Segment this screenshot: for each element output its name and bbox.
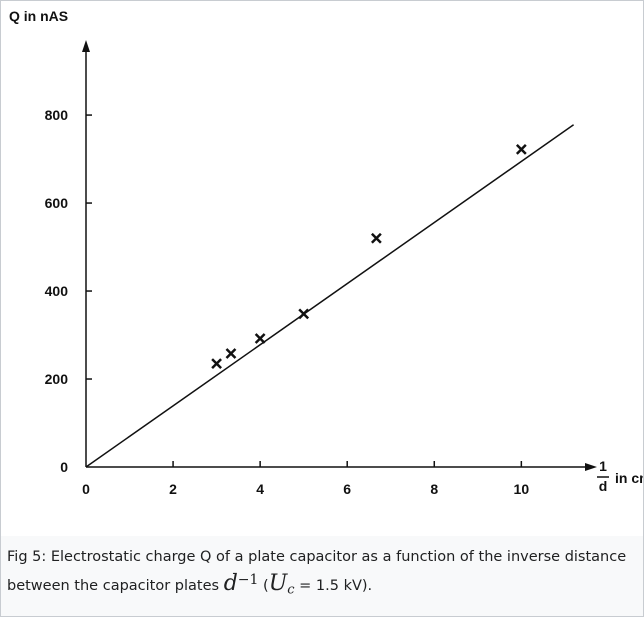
data-point [254, 333, 266, 344]
data-point [298, 308, 310, 320]
x-label-unit: in cm⁻¹ [615, 470, 643, 486]
caption: Fig 5: Electrostatic charge Q of a plate… [0, 536, 644, 617]
y-tick-label: 0 [60, 459, 68, 475]
data-point [211, 358, 222, 370]
x-tick-label: 10 [514, 481, 530, 497]
x-label-denominator: d [599, 478, 608, 494]
y-tick-label: 800 [45, 107, 69, 123]
x-axis-arrow [585, 463, 597, 471]
figure: Q in nAS 1 d in cm⁻¹ 0 2 4 6 8 10 0 200 400 600 80… [0, 0, 644, 536]
chart: Q in nAS 1 d in cm⁻¹ 0 2 4 6 8 10 0 200 400 600 80… [9, 8, 644, 497]
x-label-numerator: 1 [599, 458, 607, 474]
x-tick-label: 0 [82, 481, 90, 497]
x-tick-label: 8 [430, 481, 438, 497]
x-tick-label: 6 [343, 481, 351, 497]
caption-text: ( [258, 577, 269, 594]
data-point [515, 143, 527, 155]
y-axis-arrow [82, 40, 90, 52]
caption-math: c [287, 582, 295, 598]
y-tick-label: 200 [45, 371, 69, 387]
data-point [225, 348, 237, 359]
caption-text: Fig 5: Electrostatic charge Q of a plate… [7, 549, 627, 594]
y-tick-label: 600 [45, 195, 69, 211]
caption-text: = 1.5 kV). [294, 577, 373, 594]
x-tick-label: 4 [256, 481, 264, 497]
caption-math: d [223, 570, 238, 596]
y-axis-label: Q in nAS [9, 8, 68, 24]
caption-math: U [268, 570, 288, 596]
caption-math: −1 [237, 572, 259, 588]
data-point [370, 232, 382, 244]
x-tick-label: 2 [169, 481, 177, 497]
fit-line [85, 124, 575, 468]
y-tick-label: 400 [45, 283, 69, 299]
